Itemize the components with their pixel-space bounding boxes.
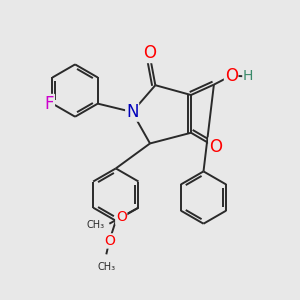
Text: O: O xyxy=(225,67,238,85)
Text: O: O xyxy=(143,44,156,62)
Text: CH₃: CH₃ xyxy=(87,220,105,230)
Text: F: F xyxy=(45,94,54,112)
Text: O: O xyxy=(209,138,222,156)
Text: H: H xyxy=(243,69,253,83)
Text: O: O xyxy=(116,210,127,224)
Text: F: F xyxy=(45,94,54,112)
Text: O: O xyxy=(104,234,115,248)
Text: O: O xyxy=(116,210,127,224)
Text: O: O xyxy=(104,234,115,248)
Text: O: O xyxy=(143,44,156,62)
Text: O: O xyxy=(209,138,222,156)
Text: O: O xyxy=(225,67,238,85)
Text: H: H xyxy=(243,69,253,83)
Text: N: N xyxy=(126,103,138,121)
Text: CH₃: CH₃ xyxy=(97,262,116,272)
Text: N: N xyxy=(126,103,138,121)
